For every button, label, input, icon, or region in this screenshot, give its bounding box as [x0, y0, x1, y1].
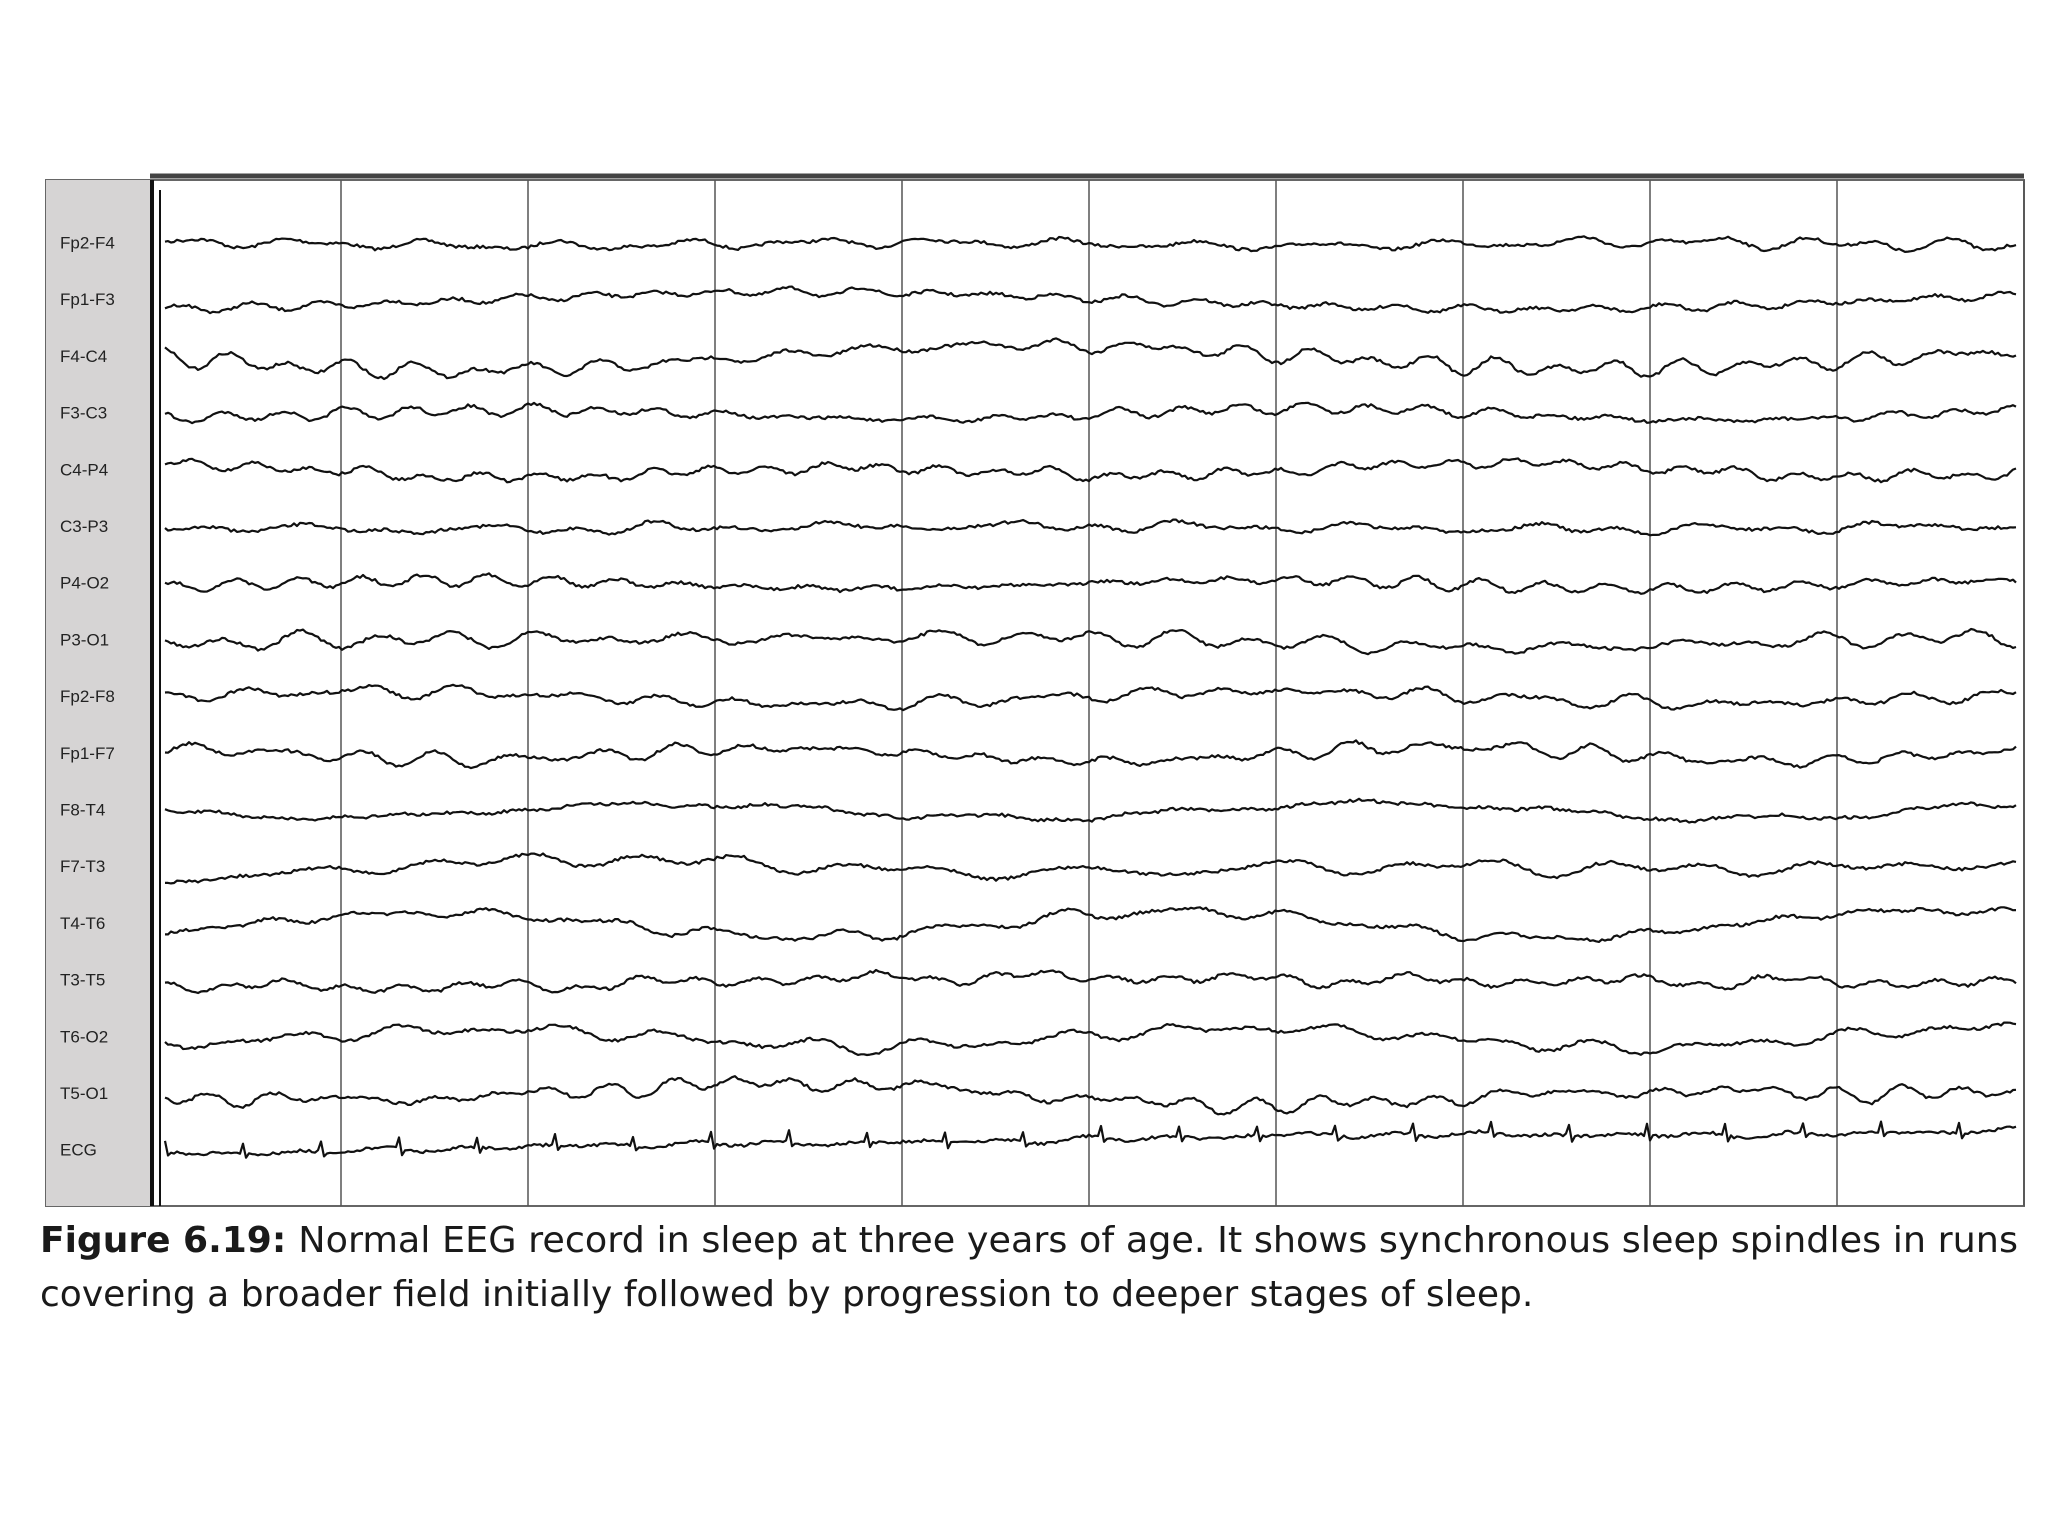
channel-label: C3-P3 — [60, 517, 108, 536]
eeg-trace — [164, 572, 2017, 595]
eeg-trace — [164, 797, 2017, 824]
channel-label: T3-T5 — [60, 971, 105, 990]
channel-label: T4-T6 — [60, 914, 105, 933]
eeg-trace — [164, 518, 2017, 537]
eeg-trace — [164, 1021, 2017, 1057]
caption-line: Normal EEG record in sleep at three year… — [298, 1220, 2018, 1261]
eeg-trace — [164, 1075, 2017, 1116]
eeg-trace — [164, 457, 2017, 484]
eeg-trace — [164, 627, 2017, 656]
eeg-trace — [164, 285, 2017, 315]
channel-label: Fp2-F4 — [60, 233, 115, 252]
channel-label: Fp1-F7 — [60, 744, 115, 763]
eeg-trace — [164, 401, 2017, 425]
eeg-trace — [165, 906, 2017, 943]
channel-label: P3-O1 — [60, 630, 109, 649]
channel-label: F7-T3 — [60, 857, 105, 876]
eeg-trace — [164, 683, 2017, 712]
eeg-trace — [164, 739, 2017, 770]
channel-label: ECG — [60, 1141, 97, 1160]
channel-label: Fp2-F8 — [60, 687, 115, 706]
eeg-trace — [164, 337, 2017, 381]
eeg-trace — [163, 1120, 2017, 1159]
caption-label: Figure 6.19: — [40, 1220, 286, 1261]
figure-frame — [45, 179, 2025, 1207]
channel-label: T5-O1 — [60, 1084, 108, 1103]
channel-label: T6-O2 — [60, 1027, 108, 1046]
channel-label: C4-P4 — [60, 460, 108, 479]
caption-line: covering a broader field initially follo… — [40, 1274, 1533, 1315]
label-column — [46, 180, 150, 1206]
channel-label: P4-O2 — [60, 574, 109, 593]
channel-label: Fp1-F3 — [60, 290, 115, 309]
channel-label: F8-T4 — [60, 800, 105, 819]
channel-label: F4-C4 — [60, 347, 107, 366]
eeg-trace — [164, 235, 2017, 253]
eeg-trace — [165, 852, 2017, 885]
eeg-trace — [164, 968, 2017, 995]
channel-label: F3-C3 — [60, 404, 107, 423]
